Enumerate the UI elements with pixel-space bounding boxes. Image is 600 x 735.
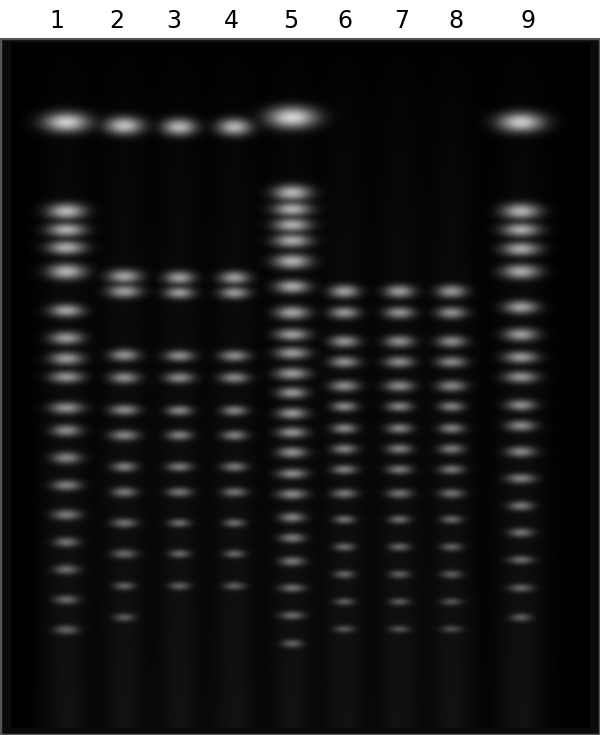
Text: 5: 5 — [283, 9, 299, 33]
Text: 9: 9 — [521, 9, 536, 33]
Text: 1: 1 — [50, 9, 64, 33]
Text: 7: 7 — [395, 9, 409, 33]
FancyBboxPatch shape — [0, 38, 600, 735]
Text: 6: 6 — [337, 9, 353, 33]
Text: 4: 4 — [223, 9, 239, 33]
Text: 8: 8 — [448, 9, 464, 33]
Text: 3: 3 — [167, 9, 182, 33]
Text: 2: 2 — [110, 9, 125, 33]
